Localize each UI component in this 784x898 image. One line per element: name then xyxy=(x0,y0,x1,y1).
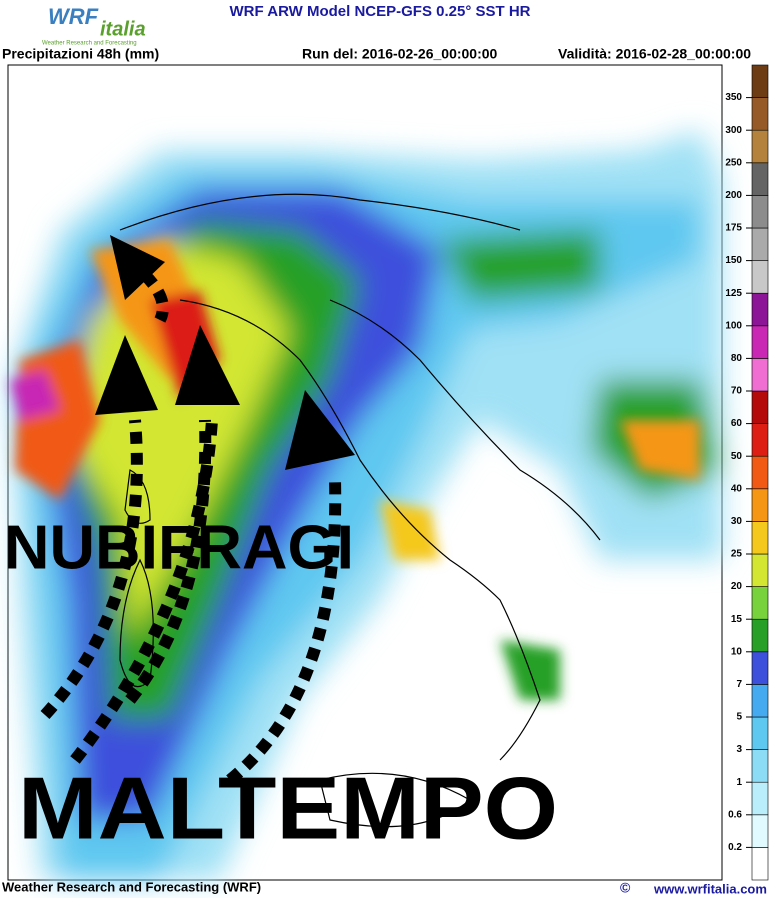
copyright: © xyxy=(620,880,631,896)
colorbar-label: 20 xyxy=(731,581,743,592)
colorbar-band xyxy=(751,553,769,587)
colorbar-label: 200 xyxy=(725,190,742,201)
colorbar-label: 0.6 xyxy=(728,809,742,820)
colorbar-band xyxy=(751,488,769,522)
colorbar-band xyxy=(751,358,769,392)
colorbar-label: 0.2 xyxy=(728,842,742,853)
colorbar-band xyxy=(751,684,769,718)
colorbar-band xyxy=(751,423,769,457)
colorbar-label: 80 xyxy=(731,353,743,364)
colorbar-label: 30 xyxy=(731,516,743,527)
colorbar-band xyxy=(751,292,769,327)
colorbar-label: 40 xyxy=(731,483,743,494)
colorbar-band xyxy=(751,651,769,685)
map: NUBIFRAGI MALTEMPO xyxy=(4,64,723,881)
colorbar-label: 10 xyxy=(731,646,743,657)
colorbar-band xyxy=(751,227,769,261)
colorbar-band xyxy=(751,260,769,294)
colorbar-band xyxy=(751,97,769,131)
colorbar-label: 5 xyxy=(736,712,742,723)
colorbar-label: 250 xyxy=(725,157,742,168)
colorbar-band xyxy=(751,195,769,229)
colorbar-label: 7 xyxy=(736,679,742,690)
field-label: Precipitazioni 48h (mm) xyxy=(2,46,159,62)
colorbar-label: 15 xyxy=(731,614,743,625)
colorbar-band xyxy=(751,618,769,653)
colorbar-label: 60 xyxy=(731,418,743,429)
logo-accent: italia xyxy=(100,18,146,40)
colorbar-label: 25 xyxy=(731,549,743,560)
footer-left: Weather Research and Forecasting (WRF) xyxy=(2,879,261,894)
colorbar-band xyxy=(751,521,769,555)
colorbar-label: 3 xyxy=(736,744,742,755)
logo-main: WRF xyxy=(48,4,99,29)
colorbar-band xyxy=(751,325,769,359)
logo-tagline: Weather Research and Forecasting xyxy=(42,41,137,47)
site[interactable]: www.wrfitalia.com xyxy=(653,881,767,896)
colorbar-band xyxy=(751,390,769,424)
colorbar-label: 150 xyxy=(725,255,742,266)
run-label: Run del: 2016-02-26_00:00:00 xyxy=(302,46,498,62)
colorbar-band xyxy=(751,814,769,848)
colorbar-label: 125 xyxy=(725,288,742,299)
colorbar-band xyxy=(751,781,769,816)
colorbar-label: 1 xyxy=(736,777,742,788)
colorbar-band xyxy=(751,129,769,164)
colorbar-label: 300 xyxy=(725,125,742,136)
colorbar-band xyxy=(751,64,769,98)
colorbar-label: 100 xyxy=(725,320,742,331)
colorbar-band xyxy=(751,847,769,881)
colorbar-band xyxy=(751,749,769,783)
colorbar: 0.2 0.6 1 3 5 7 10 15 20 25 30 40 50 60 70 80 100 125 150 1… xyxy=(725,64,769,881)
colorbar-band xyxy=(751,162,769,196)
colorbar-label: 350 xyxy=(725,92,742,103)
validity-label: Validità: 2016-02-28_00:00:00 xyxy=(558,46,751,62)
colorbar-band xyxy=(751,586,769,620)
colorbar-label: 175 xyxy=(725,223,742,234)
title: WRF ARW Model NCEP-GFS 0.25° SST HR xyxy=(229,3,530,20)
colorbar-band xyxy=(751,716,769,750)
overlay-bottom: MALTEMPO xyxy=(18,758,558,857)
colorbar-label: 50 xyxy=(731,451,743,462)
colorbar-band xyxy=(751,455,769,490)
colorbar-label: 70 xyxy=(731,386,743,397)
overlay-top: NUBIFRAGI xyxy=(4,513,354,582)
